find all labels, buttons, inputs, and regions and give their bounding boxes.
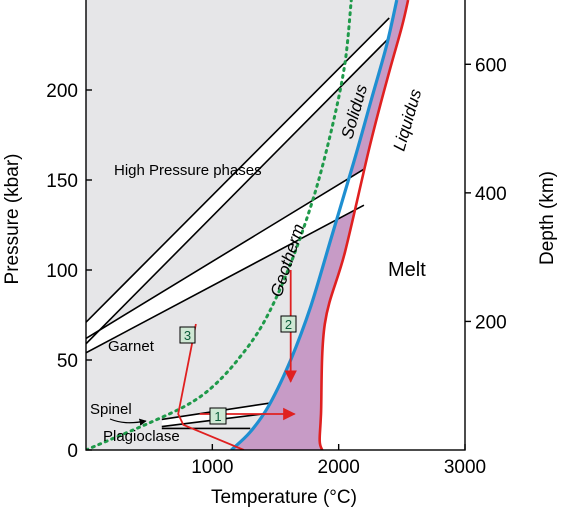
melting-interval-region (231, 0, 409, 450)
path-box-2: 2 (280, 315, 297, 333)
phase-boundary-bands (86, 17, 390, 430)
phase-boundary-line-3 (86, 168, 365, 340)
path-arrow-3 (177, 323, 245, 450)
y-axis-title: Pressure (kbar) (2, 154, 23, 285)
region-label-spinel: Spinel (90, 401, 132, 418)
path-box-1-label: 1 (214, 409, 221, 424)
phase-boundary-line-1 (86, 17, 390, 323)
region-label-plagioclase: Plagioclase (103, 428, 180, 445)
y-tick-label: 100 (46, 261, 78, 282)
phase-band-2 (86, 169, 364, 353)
y-tick-label: 200 (46, 81, 78, 102)
path-box-1: 1 (209, 407, 227, 425)
y2-tick-label: 400 (475, 184, 507, 205)
path-box-3-label: 3 (184, 328, 191, 343)
phase-boundary-line-4 (86, 204, 365, 354)
curve-label-liquidus: Liquidus (390, 87, 426, 154)
geotherm-line (86, 0, 353, 450)
y2-tick-label: 600 (475, 55, 507, 76)
region-label-melt: Melt (388, 259, 426, 281)
spinel-pointer-arrow (109, 418, 147, 426)
y-tick-label: 0 (67, 441, 78, 462)
liquidus-line (318, 0, 410, 450)
y2-axis-title: Depth (km) (537, 171, 558, 265)
y-tick-label: 150 (46, 171, 78, 192)
y2-tick-label: 200 (475, 312, 507, 333)
region-label-garnet: Garnet (108, 338, 155, 355)
phase-boundary-line-2 (86, 37, 390, 345)
phase-band-1 (86, 18, 390, 344)
x-axis-title: Temperature (°C) (211, 487, 357, 508)
axis-ticks: 1000 2000 3000 0 50 100 150 200 200 400 600 (46, 55, 506, 478)
x-tick-label: 1000 (191, 457, 233, 478)
plot-frame (85, 0, 466, 451)
path-box-3: 3 (179, 326, 196, 344)
x-tick-label: 2000 (318, 457, 360, 478)
region-label-high-pressure: High Pressure phases (114, 162, 262, 179)
path-box-2-label: 2 (285, 317, 292, 332)
subsolidus-region (86, 0, 397, 450)
solidus-line (230, 0, 399, 450)
y-tick-label: 50 (57, 351, 78, 372)
x-tick-label: 3000 (444, 457, 486, 478)
